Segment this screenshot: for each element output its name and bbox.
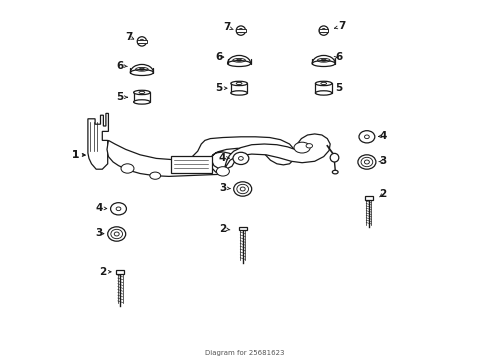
Ellipse shape	[315, 81, 331, 86]
Ellipse shape	[149, 172, 160, 179]
Text: 3: 3	[379, 156, 386, 166]
Text: 3: 3	[219, 183, 226, 193]
Ellipse shape	[357, 155, 375, 169]
Ellipse shape	[133, 100, 150, 104]
Circle shape	[137, 37, 146, 46]
Text: 1: 1	[72, 150, 79, 160]
Bar	[137, 40, 146, 43]
Text: 6: 6	[335, 52, 342, 62]
Polygon shape	[107, 137, 294, 176]
Ellipse shape	[311, 60, 335, 67]
Bar	[230, 84, 247, 93]
Text: 2: 2	[219, 224, 226, 234]
Text: 6: 6	[215, 51, 222, 62]
Text: Diagram for 25681623: Diagram for 25681623	[204, 350, 284, 356]
Bar	[364, 196, 372, 200]
Text: 6: 6	[117, 61, 123, 71]
Bar	[170, 156, 212, 173]
Ellipse shape	[358, 131, 374, 143]
Text: 4: 4	[218, 153, 225, 163]
Bar	[315, 84, 331, 93]
Text: 2: 2	[99, 267, 106, 277]
Text: 5: 5	[335, 83, 342, 93]
Ellipse shape	[305, 144, 312, 148]
Ellipse shape	[107, 227, 125, 241]
Ellipse shape	[332, 170, 337, 174]
Circle shape	[236, 26, 245, 35]
Ellipse shape	[293, 142, 309, 153]
Text: 5: 5	[117, 92, 123, 102]
Ellipse shape	[233, 182, 251, 196]
Text: 2: 2	[379, 189, 386, 199]
Ellipse shape	[133, 90, 150, 95]
Bar	[116, 270, 124, 274]
Bar	[238, 227, 246, 230]
Text: 7: 7	[337, 21, 345, 31]
Ellipse shape	[230, 91, 247, 95]
Ellipse shape	[315, 91, 331, 95]
Ellipse shape	[232, 152, 248, 165]
Circle shape	[321, 28, 325, 33]
Circle shape	[318, 26, 328, 35]
Ellipse shape	[216, 167, 229, 176]
Circle shape	[140, 39, 143, 44]
Text: 4: 4	[95, 203, 102, 213]
Circle shape	[238, 28, 243, 33]
Bar	[133, 93, 150, 102]
Ellipse shape	[227, 60, 250, 67]
Text: 1: 1	[72, 150, 79, 160]
Circle shape	[329, 153, 338, 162]
Text: 4: 4	[379, 131, 386, 141]
Text: 3: 3	[95, 228, 102, 238]
Bar	[318, 29, 328, 32]
Ellipse shape	[230, 81, 247, 86]
Ellipse shape	[110, 203, 126, 215]
Text: 5: 5	[215, 83, 222, 93]
Ellipse shape	[130, 69, 153, 76]
Text: 7: 7	[125, 32, 133, 42]
Polygon shape	[88, 113, 108, 169]
Polygon shape	[223, 134, 329, 173]
Text: 7: 7	[223, 22, 230, 32]
Ellipse shape	[121, 164, 134, 173]
Bar	[236, 29, 245, 32]
